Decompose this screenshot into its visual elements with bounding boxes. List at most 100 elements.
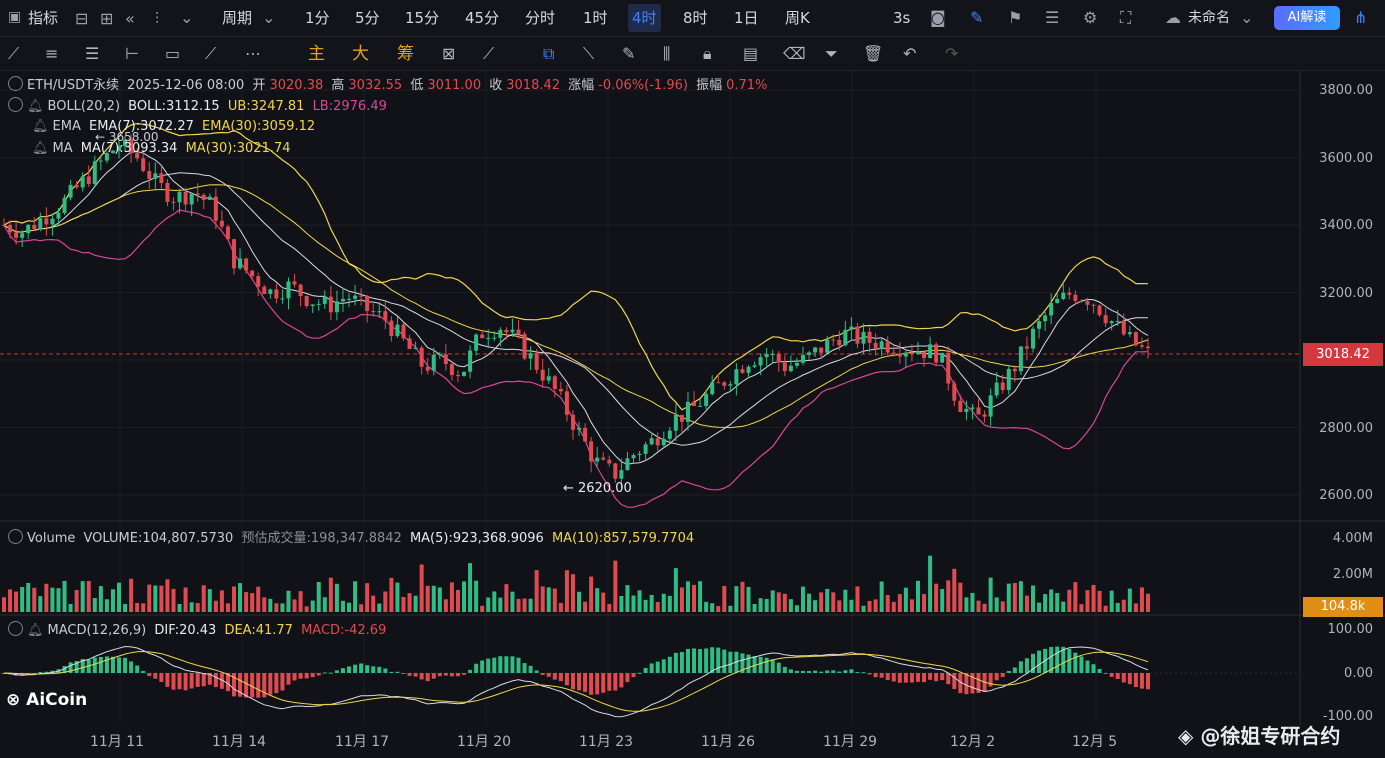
eraser-icon[interactable]: ⌫ xyxy=(783,44,806,63)
interval-1d[interactable]: 1日 xyxy=(734,9,759,27)
period-button[interactable]: 周期 xyxy=(222,9,253,27)
volume-bar xyxy=(601,592,606,612)
lock-icon[interactable]: 🔒︎ xyxy=(703,44,712,63)
indicator-button[interactable]: 指标 xyxy=(28,9,59,27)
undo-icon[interactable]: ↶ xyxy=(903,44,917,63)
period-chevron-icon[interactable]: ⌄ xyxy=(262,8,276,27)
volume-bar xyxy=(256,586,261,612)
big-order-button[interactable]: 大 xyxy=(352,44,369,64)
magnet-icon[interactable]: ⧉ xyxy=(543,44,555,63)
volume-bar xyxy=(153,585,158,612)
volume-bar xyxy=(62,580,67,612)
hline-tool-icon[interactable]: ≡ xyxy=(45,44,59,63)
price-tick: 3200.00 xyxy=(1319,286,1373,301)
candle-icon[interactable]: ⫶ xyxy=(155,9,160,28)
refresh-interval[interactable]: 3s xyxy=(893,9,911,27)
volume-bar xyxy=(825,588,830,612)
interval-45m[interactable]: 45分 xyxy=(465,9,500,27)
ruler-icon[interactable]: ⟍ xyxy=(583,44,595,63)
volume-bar xyxy=(673,568,678,612)
brush-icon[interactable]: ✎ xyxy=(622,44,636,63)
macd-bar xyxy=(498,656,503,673)
interval-1m[interactable]: 1分 xyxy=(305,9,330,27)
volume-bar xyxy=(492,591,497,612)
filter-icon[interactable]: ⏷ xyxy=(825,44,838,63)
interval-15m[interactable]: 15分 xyxy=(405,9,440,27)
interval-1h[interactable]: 1时 xyxy=(583,9,608,27)
rewind-icon[interactable]: « xyxy=(125,9,135,28)
candle-body xyxy=(516,329,521,334)
date-tick: 11月 11 xyxy=(90,734,145,750)
interval-timeline[interactable]: 分时 xyxy=(525,9,556,27)
macd-bar xyxy=(1146,673,1150,690)
interval-1w[interactable]: 周K xyxy=(785,9,810,27)
candle-body xyxy=(909,352,914,354)
volume-bar xyxy=(504,584,509,612)
candle-body xyxy=(740,369,745,373)
indicator-icon[interactable]: ▣ xyxy=(8,9,22,25)
ai-interpret-button[interactable]: AI解读 xyxy=(1274,6,1340,30)
interval-5m[interactable]: 5分 xyxy=(355,9,380,27)
interval-4h[interactable]: 4时 xyxy=(628,4,661,32)
macd-bar xyxy=(552,673,557,680)
pencil-icon[interactable]: ✎ xyxy=(970,8,984,27)
cloud-icon[interactable]: ☁ xyxy=(1165,8,1181,27)
volume-collapse-icon[interactable] xyxy=(8,529,23,544)
fullscreen-icon[interactable]: ⛶ xyxy=(1120,8,1132,27)
macd-bar xyxy=(1103,673,1108,674)
layout-chevron-icon[interactable]: ⌄ xyxy=(1240,8,1254,27)
settings-icon[interactable]: ⚙ xyxy=(1083,8,1098,27)
macd-bar xyxy=(807,670,812,673)
channel-tool-icon[interactable]: ☰ xyxy=(85,44,100,63)
redo-icon[interactable]: ↷ xyxy=(945,44,959,63)
layout-name[interactable]: 未命名 xyxy=(1188,10,1230,26)
volume-bar xyxy=(946,580,951,612)
candle-body xyxy=(177,191,182,203)
macd-bar xyxy=(631,673,636,678)
rect-tool-icon[interactable]: ▭ xyxy=(165,44,181,63)
collapse-icon[interactable] xyxy=(8,76,23,91)
trash-icon[interactable]: 🗑︎ xyxy=(863,44,884,63)
volume-bar xyxy=(649,594,654,612)
grid-icon[interactable]: ⊞ xyxy=(100,9,114,28)
close-value: 3018.42 xyxy=(506,78,561,93)
candle-body xyxy=(970,407,975,409)
candle-body xyxy=(776,354,781,363)
calendar-icon[interactable]: ⊟ xyxy=(75,9,89,28)
volume-bar xyxy=(976,600,981,612)
line-tool-icon[interactable]: ⟋ xyxy=(8,44,20,63)
macd-bar xyxy=(431,673,436,679)
volume-value: VOLUME:104,807.5730 xyxy=(83,531,234,546)
candle-body xyxy=(256,276,261,287)
fib-tool-icon[interactable]: ⟋ xyxy=(205,44,217,63)
bars-icon[interactable]: ⫼ xyxy=(663,44,671,63)
chevron-down-icon[interactable]: ⌄ xyxy=(180,8,194,27)
macd-bar xyxy=(788,669,793,673)
note-icon[interactable]: ▤ xyxy=(743,44,759,63)
interval-8h[interactable]: 8时 xyxy=(683,9,708,27)
boll-collapse-icon[interactable] xyxy=(8,97,23,112)
candle-body xyxy=(462,371,467,376)
main-chart-button[interactable]: 主 xyxy=(308,44,325,64)
macd-bar xyxy=(649,663,654,673)
trend-icon[interactable]: ⟋ xyxy=(483,44,495,63)
macd-collapse-icon[interactable] xyxy=(8,621,23,636)
macd-bar xyxy=(449,673,454,677)
flag-icon[interactable]: ⚑ xyxy=(1008,8,1023,27)
macd-bar xyxy=(1127,673,1132,685)
camera-icon[interactable]: ◙ xyxy=(930,8,946,27)
ray-tool-icon[interactable]: ⊢ xyxy=(125,44,139,63)
share-icon[interactable]: ⋔ xyxy=(1354,8,1368,27)
candle-body xyxy=(625,458,630,471)
candle-body xyxy=(468,350,473,372)
dots-tool-icon[interactable]: ⋯ xyxy=(245,44,261,63)
macd-bar xyxy=(353,664,358,673)
macd-bar xyxy=(1018,661,1023,673)
candle-body xyxy=(455,375,460,377)
volume-bar xyxy=(207,589,212,612)
list-icon[interactable]: ☰ xyxy=(1045,8,1060,27)
chip-button[interactable]: 筹 xyxy=(397,44,414,64)
measure-icon[interactable]: ⊠ xyxy=(442,44,456,63)
macd-bar xyxy=(752,656,757,673)
candle-body xyxy=(86,176,91,185)
